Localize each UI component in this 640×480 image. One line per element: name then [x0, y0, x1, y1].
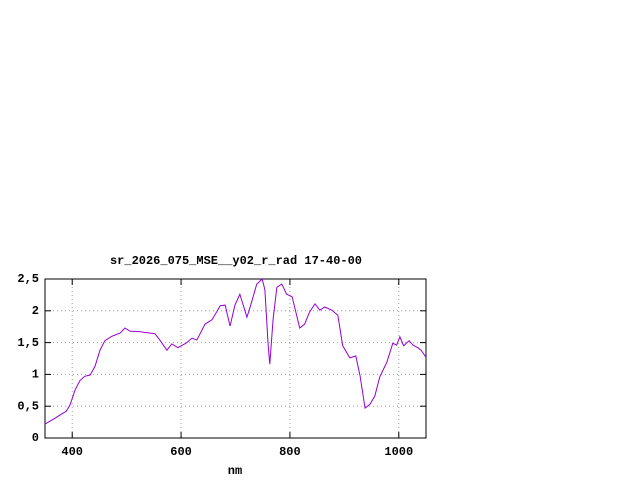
chart-title: sr_2026_075_MSE__y02_r_rad 17-40-00 — [110, 254, 362, 268]
x-tick-label: 1000 — [384, 445, 413, 459]
y-tick-label: 1,5 — [17, 336, 39, 350]
x-tick-label: 800 — [279, 445, 301, 459]
plot-border — [44, 278, 427, 439]
y-tick-label: 0,5 — [17, 399, 39, 413]
y-tick-label: 2,5 — [17, 272, 39, 286]
x-tick-label: 600 — [170, 445, 192, 459]
y-tick-label: 0 — [32, 431, 39, 445]
y-tick-label: 2 — [32, 304, 39, 318]
x-axis-label: nm — [228, 464, 242, 478]
x-tick-label: 400 — [61, 445, 83, 459]
data-line — [44, 278, 427, 425]
y-tick-label: 1 — [32, 368, 39, 382]
